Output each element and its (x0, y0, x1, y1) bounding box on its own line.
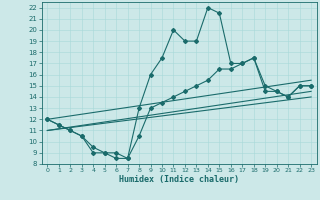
X-axis label: Humidex (Indice chaleur): Humidex (Indice chaleur) (119, 175, 239, 184)
